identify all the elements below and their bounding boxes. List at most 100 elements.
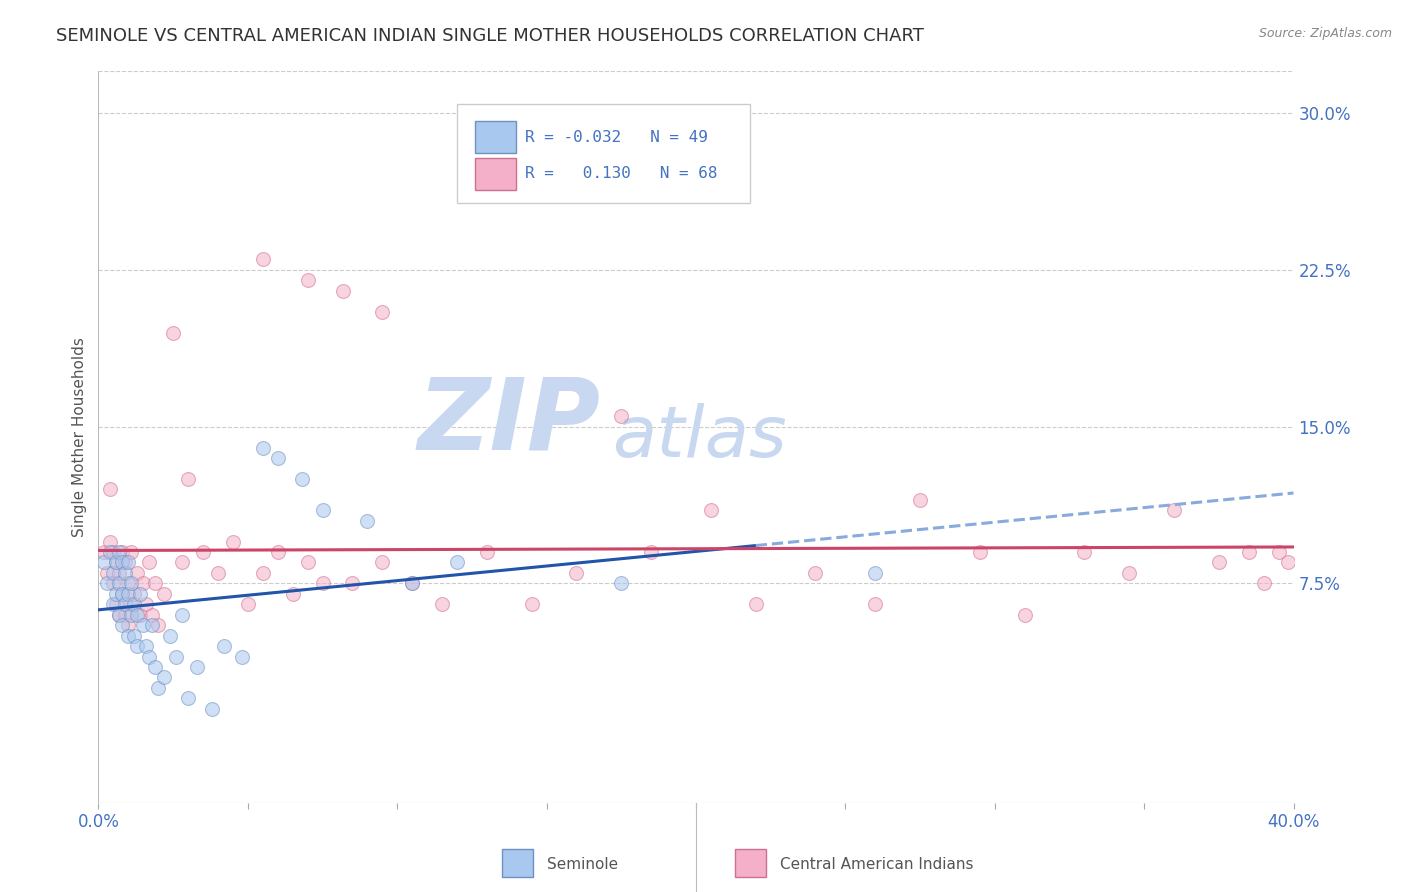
Point	[111, 556, 134, 570]
FancyBboxPatch shape	[475, 121, 516, 153]
Point	[103, 576, 125, 591]
Point	[148, 618, 170, 632]
Point	[141, 607, 163, 622]
Point	[297, 273, 319, 287]
Point	[93, 556, 115, 570]
Point	[222, 534, 245, 549]
Point	[908, 492, 931, 507]
Point	[610, 576, 633, 591]
Point	[640, 545, 662, 559]
Point	[252, 252, 274, 267]
Point	[127, 566, 149, 580]
Point	[281, 587, 304, 601]
Point	[129, 607, 152, 622]
Point	[207, 566, 229, 580]
Point	[311, 576, 333, 591]
Point	[135, 639, 157, 653]
Text: R = -0.032   N = 49: R = -0.032 N = 49	[524, 129, 709, 145]
Point	[132, 576, 155, 591]
Point	[401, 576, 423, 591]
Point	[231, 649, 253, 664]
Point	[120, 545, 142, 559]
Point	[565, 566, 588, 580]
Text: Seminole: Seminole	[547, 857, 617, 872]
Point	[311, 503, 333, 517]
Point	[236, 597, 259, 611]
Point	[446, 556, 468, 570]
Point	[1073, 545, 1095, 559]
Text: atlas: atlas	[613, 402, 787, 472]
Point	[1118, 566, 1140, 580]
Text: ZIP: ZIP	[418, 374, 600, 471]
Point	[135, 597, 157, 611]
Point	[117, 556, 139, 570]
Point	[700, 503, 723, 517]
Point	[114, 607, 136, 622]
Point	[177, 472, 200, 486]
Point	[96, 576, 118, 591]
Point	[108, 607, 131, 622]
Point	[153, 587, 176, 601]
Point	[371, 304, 394, 318]
Y-axis label: Single Mother Households: Single Mother Households	[72, 337, 87, 537]
Point	[127, 607, 149, 622]
Point	[141, 618, 163, 632]
Point	[1253, 576, 1275, 591]
Point	[1208, 556, 1230, 570]
Point	[252, 566, 274, 580]
FancyBboxPatch shape	[457, 104, 749, 203]
Point	[745, 597, 768, 611]
Point	[138, 556, 160, 570]
Point	[103, 566, 125, 580]
Point	[143, 576, 166, 591]
Point	[1237, 545, 1260, 559]
Point	[520, 597, 543, 611]
FancyBboxPatch shape	[735, 849, 766, 878]
Point	[610, 409, 633, 424]
Point	[108, 566, 131, 580]
Point	[342, 576, 364, 591]
Point	[108, 576, 131, 591]
Point	[111, 545, 134, 559]
Point	[117, 618, 139, 632]
Point	[401, 576, 423, 591]
FancyBboxPatch shape	[475, 158, 516, 190]
Point	[162, 326, 184, 340]
Point	[804, 566, 827, 580]
Point	[105, 597, 128, 611]
Point	[172, 556, 194, 570]
Point	[172, 607, 194, 622]
Point	[1014, 607, 1036, 622]
Point	[124, 629, 146, 643]
Point	[430, 597, 453, 611]
Point	[371, 556, 394, 570]
Point	[132, 618, 155, 632]
Point	[117, 587, 139, 601]
Point	[114, 556, 136, 570]
Point	[96, 566, 118, 580]
Point	[165, 649, 187, 664]
Point	[153, 670, 176, 684]
Point	[297, 556, 319, 570]
Point	[291, 472, 314, 486]
Point	[111, 587, 134, 601]
Point	[127, 639, 149, 653]
Point	[969, 545, 991, 559]
Point	[143, 660, 166, 674]
Point	[120, 597, 142, 611]
Point	[159, 629, 181, 643]
Point	[1163, 503, 1185, 517]
Point	[98, 483, 122, 497]
Point	[93, 545, 115, 559]
Point	[111, 587, 134, 601]
Point	[177, 691, 200, 706]
Point	[114, 597, 136, 611]
Point	[212, 639, 235, 653]
Text: Source: ZipAtlas.com: Source: ZipAtlas.com	[1258, 27, 1392, 40]
Point	[124, 587, 146, 601]
Text: SEMINOLE VS CENTRAL AMERICAN INDIAN SINGLE MOTHER HOUSEHOLDS CORRELATION CHART: SEMINOLE VS CENTRAL AMERICAN INDIAN SING…	[56, 27, 924, 45]
Point	[120, 576, 142, 591]
Point	[865, 597, 887, 611]
Point	[356, 514, 378, 528]
Point	[267, 545, 290, 559]
